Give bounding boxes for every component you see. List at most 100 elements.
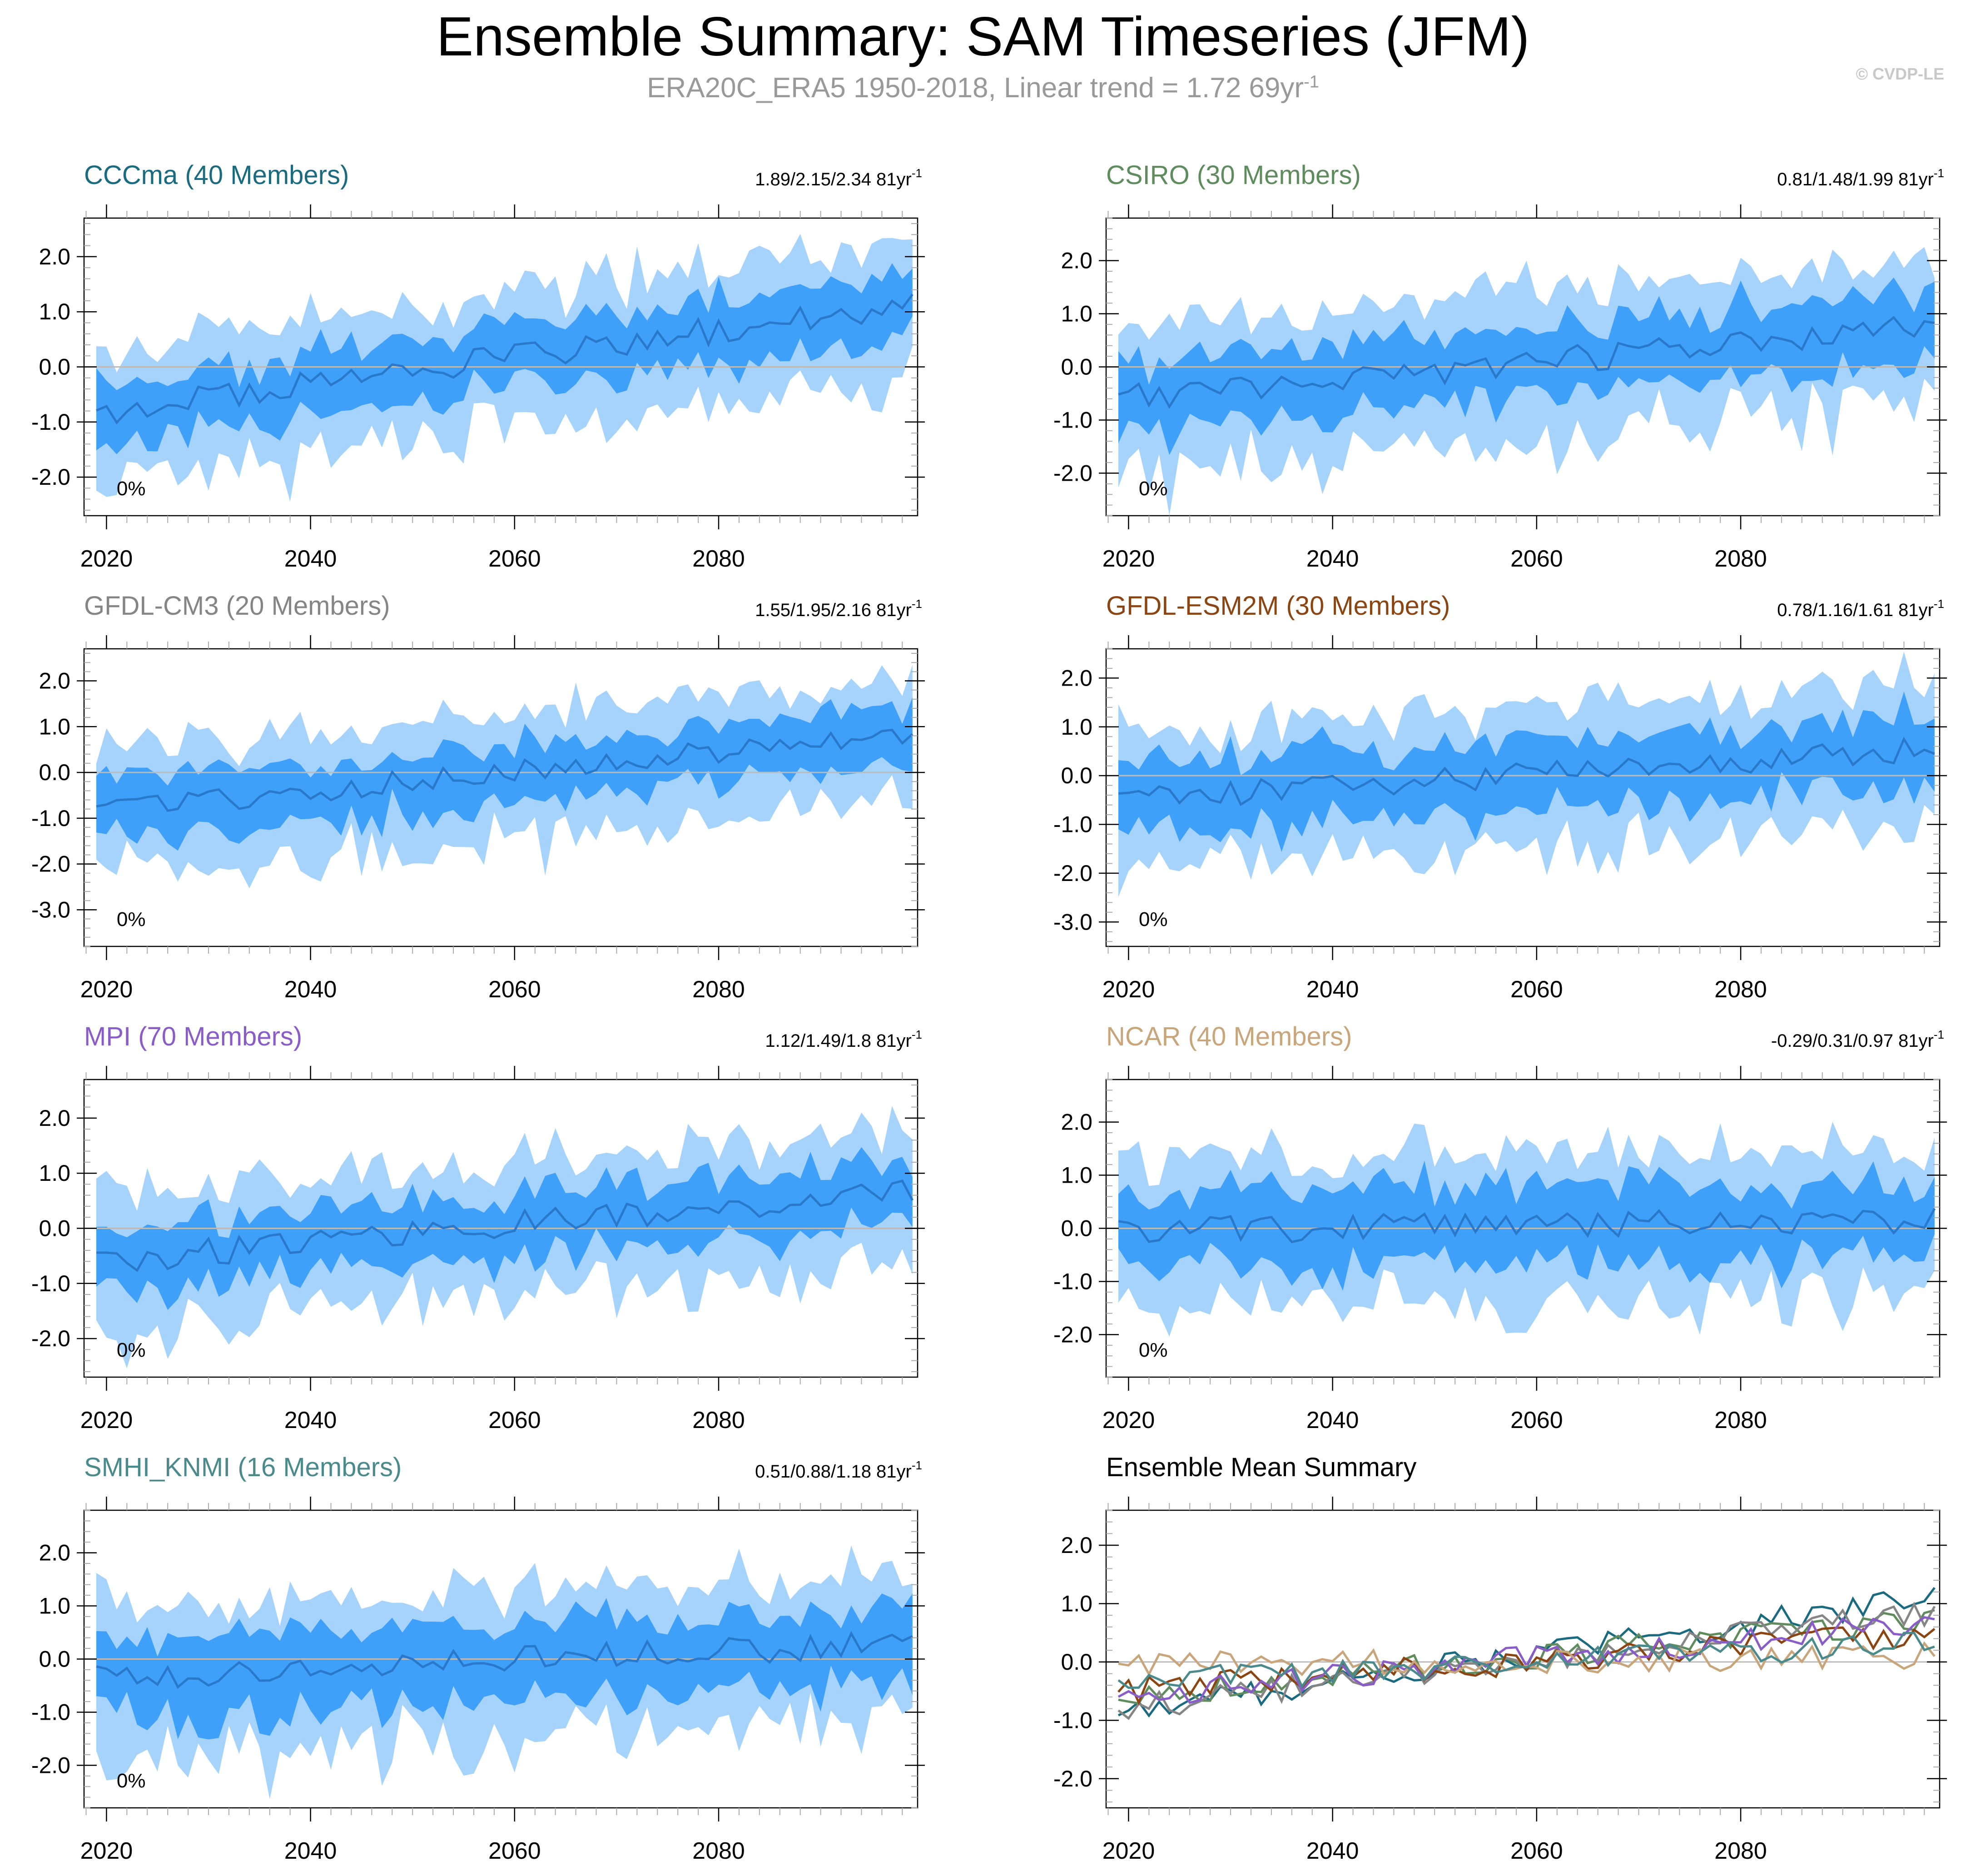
x-tick-label: 2080 xyxy=(692,976,745,1003)
trend-exponent: -1 xyxy=(1934,1028,1944,1041)
x-tick-label: 2040 xyxy=(1306,976,1359,1003)
trend-value: 1.12/1.49/1.8 81yr xyxy=(765,1031,911,1051)
panel-cccma: CCCma (40 Members) 1.89/2.15/2.34 81yr-1 0… xyxy=(31,160,925,572)
panel-title: CCCma (40 Members) xyxy=(84,160,349,190)
panel-title: Ensemble Mean Summary xyxy=(1106,1453,1416,1482)
subtitle-text: ERA20C_ERA5 1950-2018, Linear trend = 1.… xyxy=(647,72,1304,104)
x-tick-label: 2080 xyxy=(692,1407,745,1433)
x-tick-label: 2060 xyxy=(488,976,541,1003)
y-tick-label: -1.0 xyxy=(31,1271,70,1296)
percent-label: 0% xyxy=(1139,908,1168,931)
panel-ensemble-mean: Ensemble Mean Summary 2.0 1.0 0.0 -1.0 -2.0 20… xyxy=(1053,1453,1947,1864)
x-tick-label: 2080 xyxy=(1714,1838,1767,1864)
percent-label: 0% xyxy=(117,478,146,500)
trend-label: 0.51/0.88/1.18 81yr-1 xyxy=(755,1458,922,1482)
panel-gfdl-cm3: GFDL-CM3 (20 Members) 1.55/1.95/2.16 81yr… xyxy=(31,591,925,1003)
spread-25-75-band xyxy=(1118,692,1935,852)
trend-value: 1.55/1.95/2.16 81yr xyxy=(755,600,912,620)
subtitle-exponent: -1 xyxy=(1304,72,1319,92)
y-tick-label: 2.0 xyxy=(39,668,70,694)
trend-exponent: -1 xyxy=(912,1458,922,1472)
spread-25-75-band xyxy=(96,1593,913,1740)
panel-title: CSIRO (30 Members) xyxy=(1106,160,1361,190)
panel-title: NCAR (40 Members) xyxy=(1106,1022,1352,1051)
trend-value: -0.29/0.31/0.97 81yr xyxy=(1771,1031,1934,1051)
x-tick-label: 2060 xyxy=(1510,976,1563,1003)
y-tick-label: 0.0 xyxy=(1061,354,1092,380)
y-tick-label: -2.0 xyxy=(31,1326,70,1351)
y-tick-label: 1.0 xyxy=(39,1160,70,1186)
trend-label: 1.55/1.95/2.16 81yr-1 xyxy=(755,597,922,620)
y-tick-label: 0.0 xyxy=(39,1216,70,1241)
y-tick-label: -1.0 xyxy=(1053,1269,1092,1294)
series-line-ncar xyxy=(1118,1641,1936,1677)
x-tick-label: 2040 xyxy=(284,1407,337,1433)
x-tick-label: 2060 xyxy=(1510,1838,1563,1864)
trend-exponent: -1 xyxy=(912,1028,922,1041)
x-tick-label: 2080 xyxy=(692,546,745,572)
x-tick-label: 2020 xyxy=(1102,546,1155,572)
y-tick-label: -1.0 xyxy=(1053,407,1092,433)
plot-frame xyxy=(83,648,918,947)
x-tick-label: 2060 xyxy=(488,1407,541,1433)
y-tick-label: -2.0 xyxy=(31,851,70,877)
ensemble-mean-line xyxy=(96,1631,913,1689)
x-tick-label: 2020 xyxy=(1102,1838,1155,1864)
x-tick-label: 2040 xyxy=(284,1838,337,1864)
x-tick-label: 2080 xyxy=(1714,546,1767,572)
y-tick-label: -2.0 xyxy=(1053,861,1092,886)
x-tick-label: 2020 xyxy=(80,1407,133,1433)
x-tick-label: 2080 xyxy=(1714,1407,1767,1433)
series-line-mpi xyxy=(1117,1616,1935,1704)
figure-title: Ensemble Summary: SAM Timeseries (JFM) xyxy=(436,5,1530,67)
y-tick-label: -1.0 xyxy=(31,1699,70,1725)
x-tick-label: 2080 xyxy=(692,1838,745,1864)
panel-ncar: NCAR (40 Members) -0.29/0.31/0.97 81yr-1 0… xyxy=(1053,1022,1947,1433)
series-line-gfdl-esm2m xyxy=(1117,1626,1936,1706)
y-tick-label: -2.0 xyxy=(1053,460,1092,486)
series-line-smhi-knmi xyxy=(1117,1632,1935,1689)
trend-exponent: -1 xyxy=(912,166,922,180)
y-tick-label: 0.0 xyxy=(1061,1216,1092,1241)
ensemble-mean-line xyxy=(96,728,913,812)
percent-label: 0% xyxy=(117,1339,146,1361)
y-tick-label: -1.0 xyxy=(1053,1707,1092,1733)
trend-label: 0.81/1.48/1.99 81yr-1 xyxy=(1777,166,1944,189)
y-tick-label: -2.0 xyxy=(1053,1322,1092,1347)
y-tick-label: -3.0 xyxy=(31,897,70,922)
y-tick-label: 2.0 xyxy=(39,244,70,269)
ensemble-mean-line xyxy=(1118,1208,1936,1244)
x-tick-label: 2060 xyxy=(1510,1407,1563,1433)
y-tick-label: 0.0 xyxy=(39,1647,70,1672)
ensemble-mean-line xyxy=(1118,736,1935,806)
cvdp-credit: © CVDP-LE xyxy=(1856,65,1944,83)
ensemble-mean-line xyxy=(1118,316,1935,409)
y-tick-label: -3.0 xyxy=(1053,909,1092,935)
x-tick-label: 2040 xyxy=(1306,1407,1359,1433)
panel-title: SMHI_KNMI (16 Members) xyxy=(84,1453,402,1482)
y-tick-label: 2.0 xyxy=(1061,248,1092,274)
plot-frame xyxy=(1105,1509,1941,1809)
trend-value: 0.51/0.88/1.18 81yr xyxy=(755,1462,912,1482)
percent-label: 0% xyxy=(1139,478,1168,500)
trend-value: 0.78/1.16/1.61 81yr xyxy=(1777,600,1934,620)
trend-label: 0.78/1.16/1.61 81yr-1 xyxy=(1777,597,1944,620)
y-tick-label: 2.0 xyxy=(39,1540,70,1566)
percent-label: 0% xyxy=(1139,1339,1168,1361)
x-tick-label: 2040 xyxy=(1306,546,1359,572)
x-tick-label: 2020 xyxy=(1102,976,1155,1003)
x-tick-label: 2060 xyxy=(488,1838,541,1864)
trend-exponent: -1 xyxy=(912,597,922,611)
trend-value: 1.89/2.15/2.34 81yr xyxy=(755,169,912,189)
y-tick-label: 2.0 xyxy=(1061,665,1092,691)
panel-gfdl-esm2m: GFDL-ESM2M (30 Members) 0.78/1.16/1.61 81… xyxy=(1053,591,1947,1003)
trend-label: -0.29/0.31/0.97 81yr-1 xyxy=(1771,1028,1944,1051)
trend-exponent: -1 xyxy=(1934,166,1944,180)
x-tick-label: 2020 xyxy=(80,976,133,1003)
y-tick-label: -2.0 xyxy=(31,1752,70,1778)
x-tick-label: 2020 xyxy=(80,546,133,572)
ensemble-mean-line xyxy=(96,1179,914,1272)
panel-title: MPI (70 Members) xyxy=(84,1022,302,1051)
y-tick-label: 1.0 xyxy=(1061,1163,1092,1188)
